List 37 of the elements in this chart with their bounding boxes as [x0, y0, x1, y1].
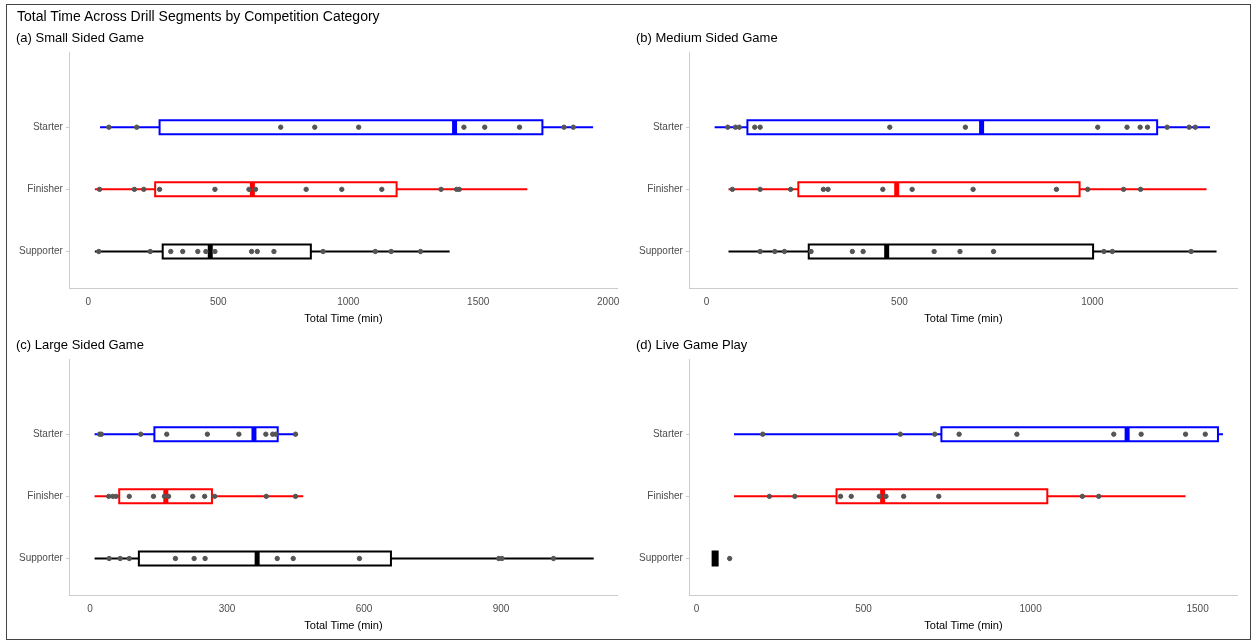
y-tick-label: Supporter: [18, 245, 64, 257]
x-tick-label: 500: [209, 295, 228, 307]
x-axis-title: Total Time (min): [924, 312, 1003, 325]
x-tick-label: 500: [891, 295, 909, 307]
y-tick-label: Supporter: [638, 245, 684, 257]
text: Total Time Across Drill Segments by Competition Category: [17, 8, 380, 24]
x-tick-label: 1500: [1186, 602, 1210, 614]
y-tick-label: Finisher: [27, 490, 64, 502]
y-tick-label: Supporter: [18, 552, 64, 564]
x-tick-label: 1000: [1081, 295, 1104, 307]
y-tick-label: Starter: [32, 427, 64, 439]
chart-title: (c) Large Sided Game: [16, 337, 144, 353]
x-tick-label: 300: [218, 602, 236, 614]
y-tick-label: Starter: [32, 120, 64, 132]
x-tick-label: 0: [703, 295, 710, 307]
x-tick-label: 0: [87, 602, 94, 614]
y-tick-label: Starter: [652, 120, 684, 132]
y-tick-label: Finisher: [647, 183, 684, 195]
x-tick-label: 1000: [1019, 602, 1043, 614]
x-tick-label: 0: [693, 602, 700, 614]
x-tick-label: 1500: [467, 295, 490, 307]
x-tick-label: 1000: [337, 295, 360, 307]
x-tick-label: 500: [855, 602, 873, 614]
x-tick-label: 0: [85, 295, 92, 307]
x-tick-label: 2000: [597, 295, 620, 307]
x-axis-title: Total Time (min): [924, 619, 1003, 632]
y-tick-label: Finisher: [647, 490, 684, 502]
chart-title: (b) Medium Sided Game: [636, 30, 778, 46]
y-tick-label: Supporter: [638, 552, 684, 564]
x-axis-title: Total Time (min): [304, 312, 383, 325]
chart-title: (d) Live Game Play: [636, 337, 748, 353]
y-tick-label: Finisher: [27, 183, 64, 195]
x-tick-label: 900: [492, 602, 510, 614]
x-axis-title: Total Time (min): [304, 619, 383, 632]
y-tick-label: Starter: [652, 427, 684, 439]
chart-title: (a) Small Sided Game: [16, 30, 144, 46]
x-tick-label: 600: [355, 602, 373, 614]
